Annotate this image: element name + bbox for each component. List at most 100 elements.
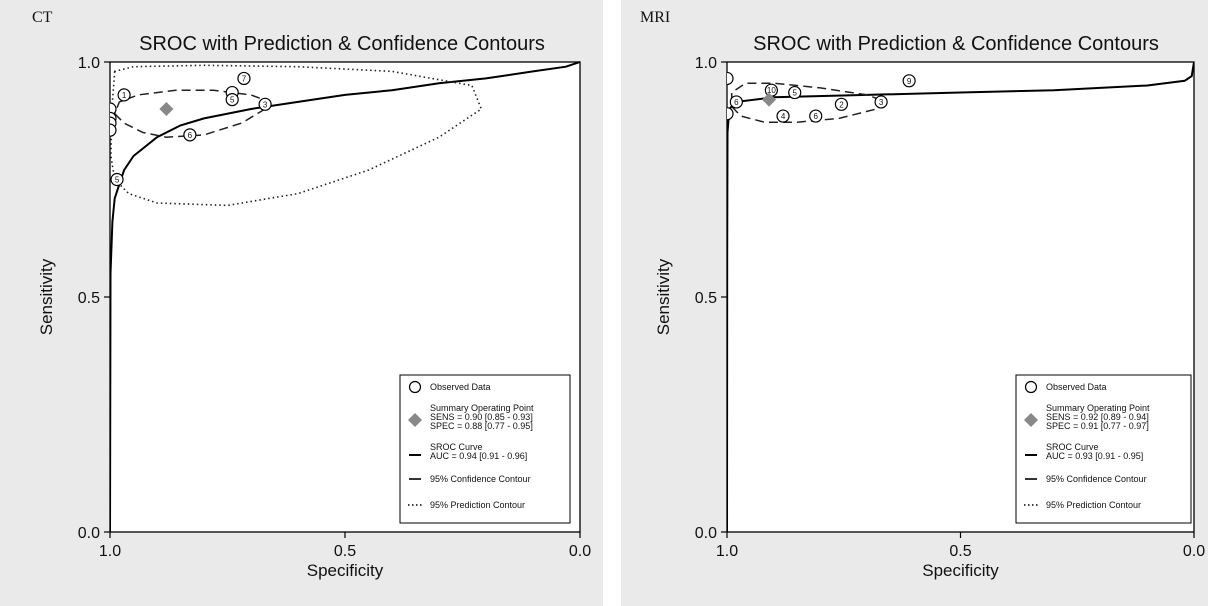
observed-point: 1 [117,88,131,102]
legend-spec-value: SPEC = 0.91 [0.77 - 0.97] [1046,421,1149,431]
observed-point-marker [834,97,849,111]
legend-summary-label: Summary Operating Point [430,403,534,413]
observed-point-label: 3 [263,100,268,109]
legend-box [1015,374,1192,524]
observed-point: 3 [258,97,272,111]
legend-observed-label: Observed Data [1046,382,1107,392]
panel-label: CT [32,9,53,26]
observed-point-marker [110,172,124,187]
observed-point: 10 [764,83,778,97]
ct-panel: CT SROC with Prediction & Confidence Cont… [0,0,603,606]
prediction-contour [110,64,483,207]
legend-observed-label: Observed Data [430,382,491,392]
observed-point: 5 [110,172,124,187]
observed-point-marker [237,71,251,86]
observed-point-marker [776,109,790,123]
observed-point-marker [225,92,239,107]
x-axis-label: Specificity [922,561,999,580]
plot-content: 6 10 5 4 6 2 3 9 [727,61,1194,532]
observed-point-label: 6 [814,112,819,121]
observed-point-label: 6 [188,131,193,140]
x-tick-label: 0.5 [949,543,971,560]
observed-point-marker [729,95,743,109]
observed-point: 7 [237,71,251,86]
legend-summary-symbol [1024,413,1038,427]
observed-point-label: 3 [879,98,884,107]
legend: Observed Data Summary Operating PointSENS… [399,374,571,524]
observed-point-label: 5 [230,96,235,105]
observed-point-label: 2 [839,100,844,109]
confidence-contour [113,89,271,138]
legend-summary-label: Summary Operating Point [1046,403,1150,413]
panel-label: MRI [640,9,670,26]
observed-point-marker [809,109,823,123]
observed-point: 6 [809,109,823,123]
plot-content: 1 5 6 3 5 7 [110,61,580,532]
x-axis-label: Specificity [307,561,384,580]
legend-sroc-label: SROC Curve [1046,442,1099,452]
sroc-curve [110,61,580,532]
summary-operating-point [159,102,174,116]
x-tick-label: 1.0 [99,543,121,560]
y-tick-label: 0.0 [695,525,717,542]
legend-sroc-label: SROC Curve [430,442,483,452]
observed-point-marker [110,123,117,137]
observed-point: 2 [834,97,849,111]
legend-confidence-label: 95% Confidence Contour [1046,474,1147,484]
observed-point: 6 [183,128,197,142]
legend-box [399,374,571,524]
summary-operating-point [762,92,777,107]
observed-point-marker [117,88,131,102]
y-axis-label: Sensitivity [654,258,673,335]
observed-point-label: 5 [792,89,797,98]
observed-point-marker [258,97,272,111]
legend-prediction-label: 95% Prediction Contour [430,500,525,510]
observed-point: 3 [874,95,888,109]
legend-sens-value: SENS = 0.92 [0.89 - 0.94] [1046,412,1149,422]
legend-spec-value: SPEC = 0.88 [0.77 - 0.95] [430,421,533,431]
observed-point-marker [874,95,888,109]
observed-point: 5 [225,92,239,107]
x-tick-label: 0.0 [1183,543,1205,560]
chart-title: SROC with Prediction & Confidence Contou… [753,33,1159,55]
legend-observed-symbol [408,380,422,394]
y-tick-label: 0.5 [78,290,100,307]
legend: Observed Data Summary Operating PointSENS… [1015,374,1192,524]
x-tick-label: 1.0 [716,543,738,560]
observed-point-label: 4 [781,112,786,121]
legend-summary-symbol [408,413,422,427]
observed-point [727,107,734,121]
y-axis-label: Sensitivity [37,258,56,335]
mri-panel: MRI SROC with Prediction & Confidence Con… [621,0,1208,606]
legend-prediction-label: 95% Prediction Contour [1046,500,1141,510]
observed-point-label: 9 [907,77,912,86]
observed-point-label: 5 [115,176,120,185]
legend-sens-value: SENS = 0.90 [0.85 - 0.93] [430,412,533,422]
observed-point: 9 [902,74,916,88]
observed-point-marker [727,71,734,86]
observed-point-label: 6 [734,98,739,107]
observed-point: 6 [729,95,743,109]
y-tick-label: 0.0 [78,525,100,542]
observed-point-label: 7 [242,74,247,83]
observed-point-marker [183,128,197,142]
observed-point-label: 10 [767,86,776,95]
observed-point [110,123,117,137]
legend-confidence-label: 95% Confidence Contour [430,474,531,484]
y-tick-label: 0.5 [695,290,717,307]
observed-point: 5 [788,85,802,100]
y-tick-label: 1.0 [78,55,100,72]
legend-auc-value: AUC = 0.93 [0.91 - 0.95] [1046,451,1143,461]
observed-point-marker [727,107,734,121]
observed-point-marker [902,74,916,88]
x-tick-label: 0.0 [569,543,591,560]
x-tick-label: 0.5 [334,543,356,560]
y-tick-label: 1.0 [695,55,717,72]
legend-auc-value: AUC = 0.94 [0.91 - 0.96] [430,451,527,461]
observed-point: 4 [776,109,790,123]
observed-point [727,71,734,86]
legend-observed-symbol [1024,380,1038,394]
observed-point-label: 1 [122,91,127,100]
chart-title: SROC with Prediction & Confidence Contou… [139,33,545,55]
